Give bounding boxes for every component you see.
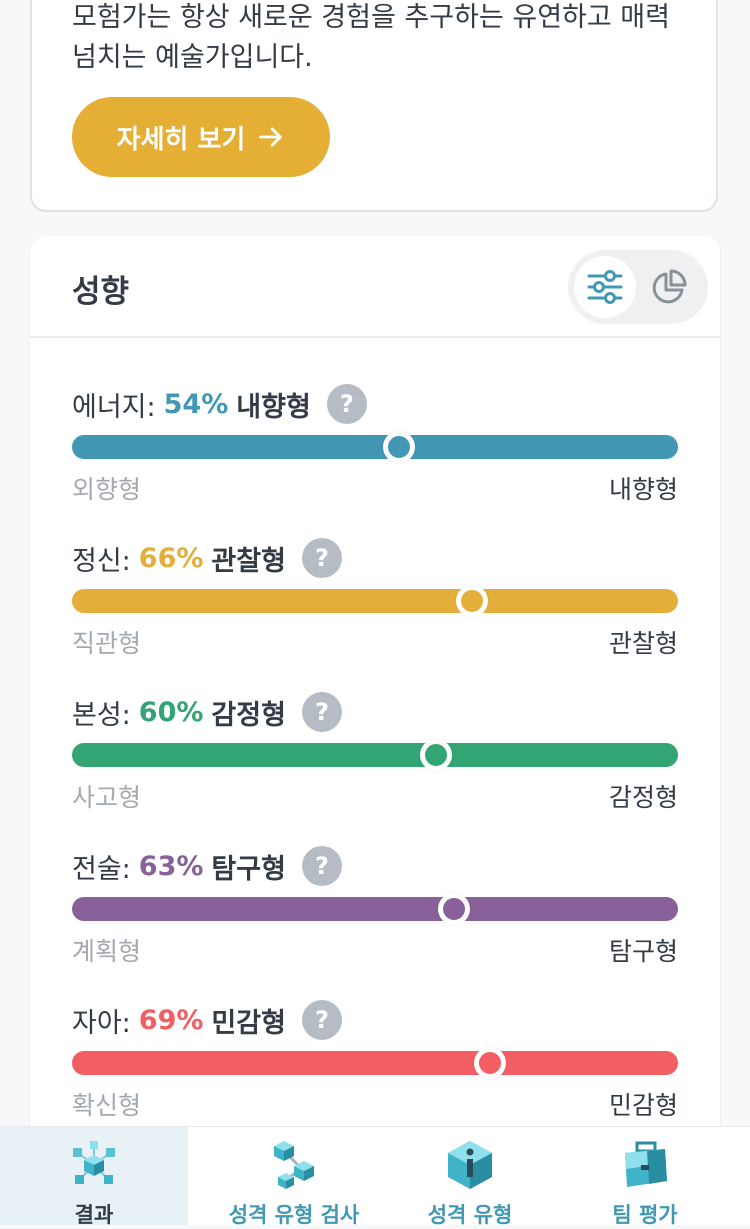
trait-slider-knob[interactable] (437, 893, 470, 925)
trait-mind: 정신: 66% 관찰형 ? 직관형 관찰형 (72, 536, 678, 676)
trait-percent: 54% (163, 388, 229, 420)
trait-slider-bar[interactable] (72, 893, 678, 925)
trait-name: 정신: (72, 545, 131, 577)
nav-item-team-assessment[interactable]: 팀 평가 (540, 1127, 750, 1227)
trait-type: 민감형 (211, 1007, 286, 1039)
trait-type: 내향형 (236, 391, 311, 423)
nav-label: 팀 평가 (612, 1203, 678, 1227)
trait-energy: 에너지: 54% 내향형 ? 외향형 내향형 (72, 382, 678, 522)
slider-view-button[interactable] (574, 256, 636, 318)
trait-type: 감정형 (211, 699, 286, 731)
trait-nature: 본성: 60% 감정형 ? 사고형 감정형 (72, 690, 678, 830)
trait-left-label: 확신형 (72, 1091, 142, 1120)
pie-chart-icon (652, 269, 687, 304)
trait-percent: 60% (138, 696, 204, 728)
molecule-cubes-icon (73, 1141, 115, 1184)
traits-title: 성향 (72, 274, 130, 310)
nav-item-results[interactable]: 결과 (0, 1127, 188, 1227)
trait-right-label: 내향형 (608, 475, 678, 504)
trait-slider-knob[interactable] (419, 739, 452, 771)
nav-item-personality-types[interactable]: 성격 유형 (400, 1127, 540, 1227)
intro-text: 모험가는 항상 새로운 경험을 추구하는 유연하고 매력 넘치는 예술가입니다. (72, 2, 670, 73)
trait-right-label: 감정형 (608, 783, 678, 812)
trait-name: 전술: (72, 853, 131, 885)
trait-name: 본성: (72, 699, 131, 731)
help-icon[interactable]: ? (301, 846, 342, 886)
trait-left-label: 외향형 (72, 475, 142, 504)
help-icon[interactable]: ? (301, 1000, 342, 1040)
trait-left-label: 사고형 (72, 783, 142, 812)
trait-identity: 자아: 69% 민감형 ? 확신형 민감형 (72, 998, 678, 1138)
trait-type: 관찰형 (211, 545, 286, 577)
info-gem-icon (448, 1141, 492, 1189)
trait-slider-knob[interactable] (455, 585, 488, 617)
trait-percent: 69% (138, 1004, 204, 1036)
bottom-nav: 결과 성격 유형 검사 성격 유형 팀 평가 (0, 1126, 750, 1227)
chart-view-button[interactable] (638, 256, 700, 318)
trait-left-label: 계획형 (72, 937, 142, 966)
traits-card: 성향 에너지: 54% 내향형 ? 외향형 내향형 (30, 236, 720, 1156)
briefcase-icon (625, 1141, 667, 1187)
trait-slider-bar[interactable] (72, 1047, 678, 1079)
traits-header: 성향 (30, 236, 720, 338)
connected-cubes-icon (274, 1141, 314, 1189)
view-toggle (568, 250, 708, 324)
trait-slider-knob[interactable] (383, 431, 416, 463)
trait-right-label: 민감형 (608, 1091, 678, 1120)
nav-item-personality-test[interactable]: 성격 유형 검사 (188, 1127, 400, 1227)
nav-label: 성격 유형 검사 (228, 1203, 360, 1227)
trait-right-label: 관찰형 (608, 629, 678, 658)
read-more-button[interactable]: 자세히 보기 (72, 97, 330, 177)
trait-name: 에너지: (72, 391, 156, 423)
read-more-label: 자세히 보기 (116, 124, 246, 155)
trait-name: 자아: (72, 1007, 131, 1039)
arrow-right-icon (259, 127, 283, 147)
trait-tactics: 전술: 63% 탐구형 ? 계획형 탐구형 (72, 844, 678, 984)
trait-left-label: 직관형 (72, 629, 142, 658)
sliders-icon (587, 270, 623, 304)
help-icon[interactable]: ? (326, 384, 367, 424)
help-icon[interactable]: ? (301, 538, 342, 578)
trait-percent: 66% (138, 542, 204, 574)
trait-type: 탐구형 (211, 853, 286, 885)
trait-slider-bar[interactable] (72, 585, 678, 617)
trait-percent: 63% (138, 850, 204, 882)
trait-slider-bar[interactable] (72, 739, 678, 771)
nav-label: 결과 (74, 1203, 114, 1227)
intro-card: 모험가는 항상 새로운 경험을 추구하는 유연하고 매력 넘치는 예술가입니다.… (30, 0, 718, 212)
trait-slider-bar[interactable] (72, 431, 678, 463)
help-icon[interactable]: ? (301, 692, 342, 732)
nav-label: 성격 유형 (427, 1203, 513, 1227)
trait-right-label: 탐구형 (608, 937, 678, 966)
trait-slider-knob[interactable] (474, 1047, 507, 1079)
